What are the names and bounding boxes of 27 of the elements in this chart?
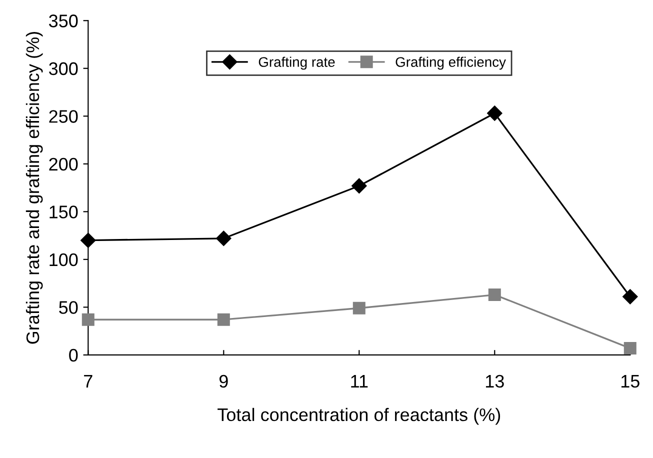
- y-axis-title: Grafting rate and grafting efficiency (%): [26, 32, 43, 344]
- legend-label: Grafting rate: [258, 56, 335, 70]
- y-tick-label: 50: [59, 301, 78, 314]
- point: [622, 289, 638, 304]
- x-tick-label: 7: [84, 375, 92, 388]
- x-tick-label: 9: [219, 374, 228, 388]
- point: [82, 313, 94, 326]
- x-axis-title: Total concentration of reactants (%): [218, 408, 500, 425]
- y-tick-label: 150: [50, 206, 78, 218]
- legend-label: Grafting efficiency: [396, 56, 506, 70]
- y-tick-label: 250: [49, 110, 78, 123]
- point: [216, 230, 232, 246]
- x-tick-label: 13: [486, 374, 504, 388]
- x-tick-label: 15: [621, 375, 640, 388]
- point: [624, 342, 636, 355]
- point: [487, 106, 502, 121]
- point: [488, 288, 501, 302]
- point: [352, 302, 366, 314]
- y-tick-label: 300: [49, 62, 78, 76]
- y-tick-label: 350: [49, 14, 78, 28]
- y-tick-label: 200: [49, 158, 78, 171]
- x-tick-label: 11: [351, 375, 368, 388]
- point: [80, 232, 96, 248]
- point: [352, 178, 367, 194]
- y-tick-label: 100: [50, 253, 78, 266]
- point: [217, 313, 230, 326]
- y-tick-label: 0: [69, 348, 78, 362]
